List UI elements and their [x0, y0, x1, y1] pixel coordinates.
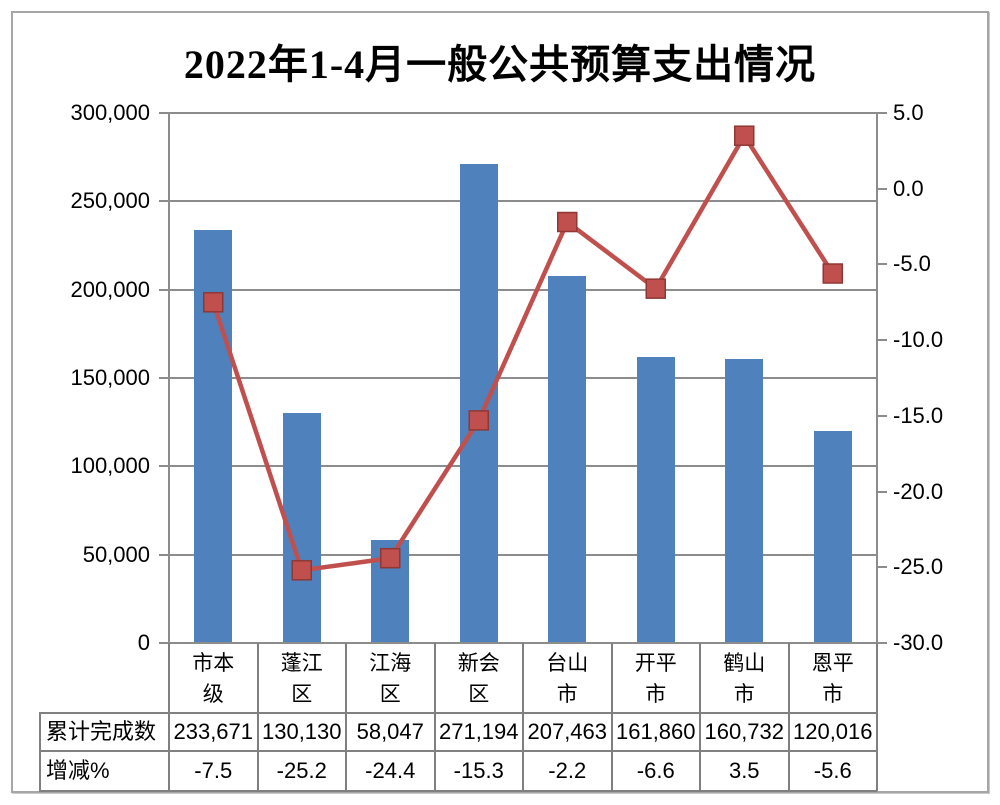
- left-axis-tick-label: 50,000: [82, 541, 150, 567]
- category-label-江海区: 江海 区: [369, 652, 412, 706]
- right-axis-tick-label: 5.0: [893, 100, 924, 125]
- table-cell: 161,860: [615, 719, 696, 744]
- table-cell: 120,016: [792, 719, 873, 744]
- table-cell: 130,130: [261, 719, 342, 744]
- right-axis-tick: [877, 490, 887, 493]
- right-axis-tick: [877, 414, 887, 417]
- table-column-separator: [256, 643, 259, 791]
- table-column-separator: [610, 643, 613, 791]
- right-axis-tick-label: -15.0: [893, 402, 944, 428]
- table-cell: -24.4: [365, 758, 416, 783]
- left-axis-tick: [159, 200, 169, 203]
- table-column-separator: [522, 643, 524, 791]
- chart-title: 2022年1-4月一般公共预算支出情况: [183, 42, 817, 87]
- bar-市本级: [194, 230, 233, 643]
- table-cell: 271,194: [438, 719, 519, 744]
- table-cell: -6.6: [636, 758, 675, 783]
- right-axis-tick-label: -25.0: [893, 554, 944, 580]
- left-axis-tick-label: 300,000: [70, 100, 150, 125]
- table-column-separator: [168, 643, 170, 791]
- table-column-separator: [876, 643, 878, 791]
- table-bottom-border: [39, 790, 877, 792]
- bar-开平市: [636, 357, 675, 643]
- left-axis-tick: [159, 288, 169, 291]
- table-column-separator: [433, 643, 436, 791]
- bar-蓬江区: [282, 413, 321, 643]
- table-cell: -7.5: [194, 758, 233, 783]
- gridline: [169, 377, 877, 379]
- gridline: [169, 465, 877, 468]
- category-label-市本级: 市本 级: [192, 652, 235, 706]
- right-axis-tick: [877, 187, 887, 190]
- right-axis-tick-label: 0.0: [893, 175, 924, 201]
- table-cell: -5.6: [813, 758, 852, 783]
- table-top-border: [39, 712, 877, 714]
- table-column-separator: [787, 643, 790, 791]
- gridline: [169, 553, 877, 556]
- left-axis-line: [168, 113, 170, 643]
- category-label-开平市: 开平 市: [634, 652, 677, 706]
- left-axis-tick: [159, 465, 169, 468]
- gridline: [169, 112, 877, 114]
- table-row-header-pct: 增减%: [46, 758, 110, 783]
- table-column-separator: [345, 643, 347, 791]
- right-axis-tick: [877, 339, 887, 342]
- table-cell: -15.3: [453, 758, 504, 783]
- gridline: [169, 288, 877, 291]
- category-label-鹤山市: 鹤山 市: [723, 652, 766, 706]
- left-axis-tick-label: 150,000: [70, 365, 150, 390]
- left-axis-tick: [159, 377, 169, 379]
- bar-台山市: [548, 276, 587, 643]
- category-label-恩平市: 恩平 市: [811, 652, 854, 706]
- right-axis-tick: [877, 566, 887, 569]
- bar-鹤山市: [725, 359, 764, 643]
- gridline: [169, 200, 877, 203]
- right-axis-tick-label: -30.0: [893, 630, 944, 655]
- table-cell: 207,463: [527, 719, 608, 744]
- bar-新会区: [459, 163, 498, 643]
- right-axis-tick: [877, 263, 887, 266]
- left-axis-tick-label: 0: [137, 630, 150, 655]
- table-cell: 160,732: [704, 719, 785, 744]
- table-row-header-total: 累计完成数: [46, 719, 157, 744]
- category-label-新会区: 新会 区: [457, 652, 500, 706]
- right-axis-tick-label: -10.0: [893, 327, 944, 353]
- table-cell: -2.2: [548, 758, 587, 783]
- right-axis-tick: [877, 642, 887, 644]
- left-axis-tick-label: 200,000: [70, 276, 150, 302]
- left-axis-tick-label: 250,000: [70, 188, 150, 214]
- left-axis-tick-label: 100,000: [70, 453, 150, 479]
- right-axis-tick-label: -5.0: [893, 251, 931, 277]
- table-cell: 233,671: [173, 719, 254, 744]
- right-axis-tick-label: -20.0: [893, 478, 944, 504]
- right-axis-tick: [877, 112, 887, 114]
- left-axis-tick: [159, 112, 169, 114]
- table-row-separator: [39, 750, 877, 752]
- table-cell: -25.2: [276, 758, 327, 783]
- bar-江海区: [371, 540, 410, 643]
- table-column-separator: [699, 643, 701, 791]
- table-cell: 58,047: [356, 719, 424, 744]
- left-axis-tick: [159, 553, 169, 556]
- category-label-蓬江区: 蓬江 区: [280, 652, 323, 706]
- right-axis-line: [876, 113, 878, 643]
- bar-恩平市: [813, 430, 852, 643]
- left-axis-tick: [159, 642, 169, 644]
- table-cell: 3.5: [728, 758, 760, 783]
- category-label-台山市: 台山 市: [546, 652, 589, 706]
